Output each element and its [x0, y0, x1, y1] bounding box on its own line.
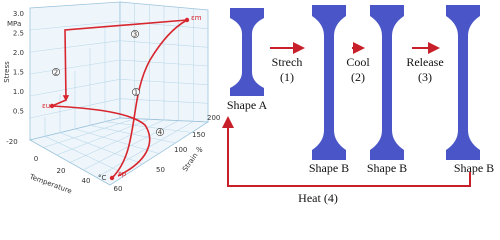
step-marker	[156, 128, 164, 136]
temperature-tick-label: 0	[34, 155, 38, 163]
curve-step-4	[51, 105, 151, 177]
temperature-tick-label: 20	[57, 167, 66, 175]
stress-tick-label: 1.0	[13, 88, 24, 96]
point-label: εu	[42, 102, 50, 110]
step-label: Strech	[272, 55, 303, 69]
shape-label: Shape A	[227, 98, 268, 112]
step-label: Cool	[346, 55, 370, 69]
step-marker-label: 2	[54, 68, 58, 76]
shape-label: Shape B	[309, 161, 349, 175]
stress-tick-label: 0.5	[13, 108, 24, 116]
heat-arrow	[222, 116, 471, 187]
shape-b	[312, 5, 346, 160]
point	[184, 17, 190, 23]
strain-unit: %	[196, 146, 203, 154]
step-marker-label: 1	[134, 88, 138, 96]
strain-tick-label: 150	[192, 131, 205, 139]
curve-link	[51, 99, 67, 107]
strain-tick-label: 100	[174, 146, 187, 154]
shape-b	[446, 5, 480, 160]
grid-line	[29, 21, 121, 31]
shape-label: Shape B	[454, 161, 494, 175]
point	[49, 103, 55, 109]
stress-label: Stress	[3, 61, 11, 83]
stress-unit: MPa	[7, 20, 21, 28]
temperature-unit: °C	[98, 174, 107, 182]
shape-b	[370, 5, 404, 160]
step-label: Release	[406, 55, 443, 69]
step-number: (2)	[351, 70, 365, 84]
step-number: (1)	[280, 70, 294, 84]
step-marker	[131, 30, 139, 38]
shapes	[230, 5, 480, 160]
shape-a	[230, 8, 264, 96]
temperature-tick-label: -20	[6, 138, 17, 146]
temperature-tick-label: 40	[82, 177, 91, 185]
step-marker	[132, 88, 140, 96]
figure: 3.0 2.5 2.0 1.5 1.0 0.5 MPa Stress -20 0 20 40 60 Tem…	[3, 1, 494, 205]
heat-label: Heat (4)	[298, 191, 338, 205]
strain-tick-label: 200	[207, 114, 220, 122]
stress-tick-label: 2.0	[13, 49, 24, 57]
point-label: εp	[118, 170, 127, 178]
temperature-tick-label: 60	[114, 185, 123, 193]
step-marker-label: 3	[133, 30, 137, 38]
stress-strain-plot: 3.0 2.5 2.0 1.5 1.0 0.5 MPa Stress -20 0 20 40 60 Tem…	[3, 1, 220, 195]
stress-tick-label: 2.5	[13, 30, 24, 38]
temperature-label: Temperature	[28, 172, 73, 195]
strain-tick-label: 50	[156, 166, 165, 174]
point-label: εm	[191, 14, 202, 22]
point	[109, 175, 115, 181]
curve-step-2-3	[62, 19, 188, 102]
shape-label: Shape B	[367, 161, 407, 175]
grid-line	[104, 121, 192, 133]
step-marker-label: 4	[158, 128, 163, 136]
grid	[29, 3, 209, 178]
step-number: (3)	[418, 70, 432, 84]
step-marker	[52, 68, 60, 76]
strain-label: Strain	[181, 152, 199, 174]
stress-tick-label: 1.5	[13, 69, 24, 77]
curve-step-1	[111, 19, 188, 179]
stress-tick-label: 3.0	[13, 10, 24, 18]
